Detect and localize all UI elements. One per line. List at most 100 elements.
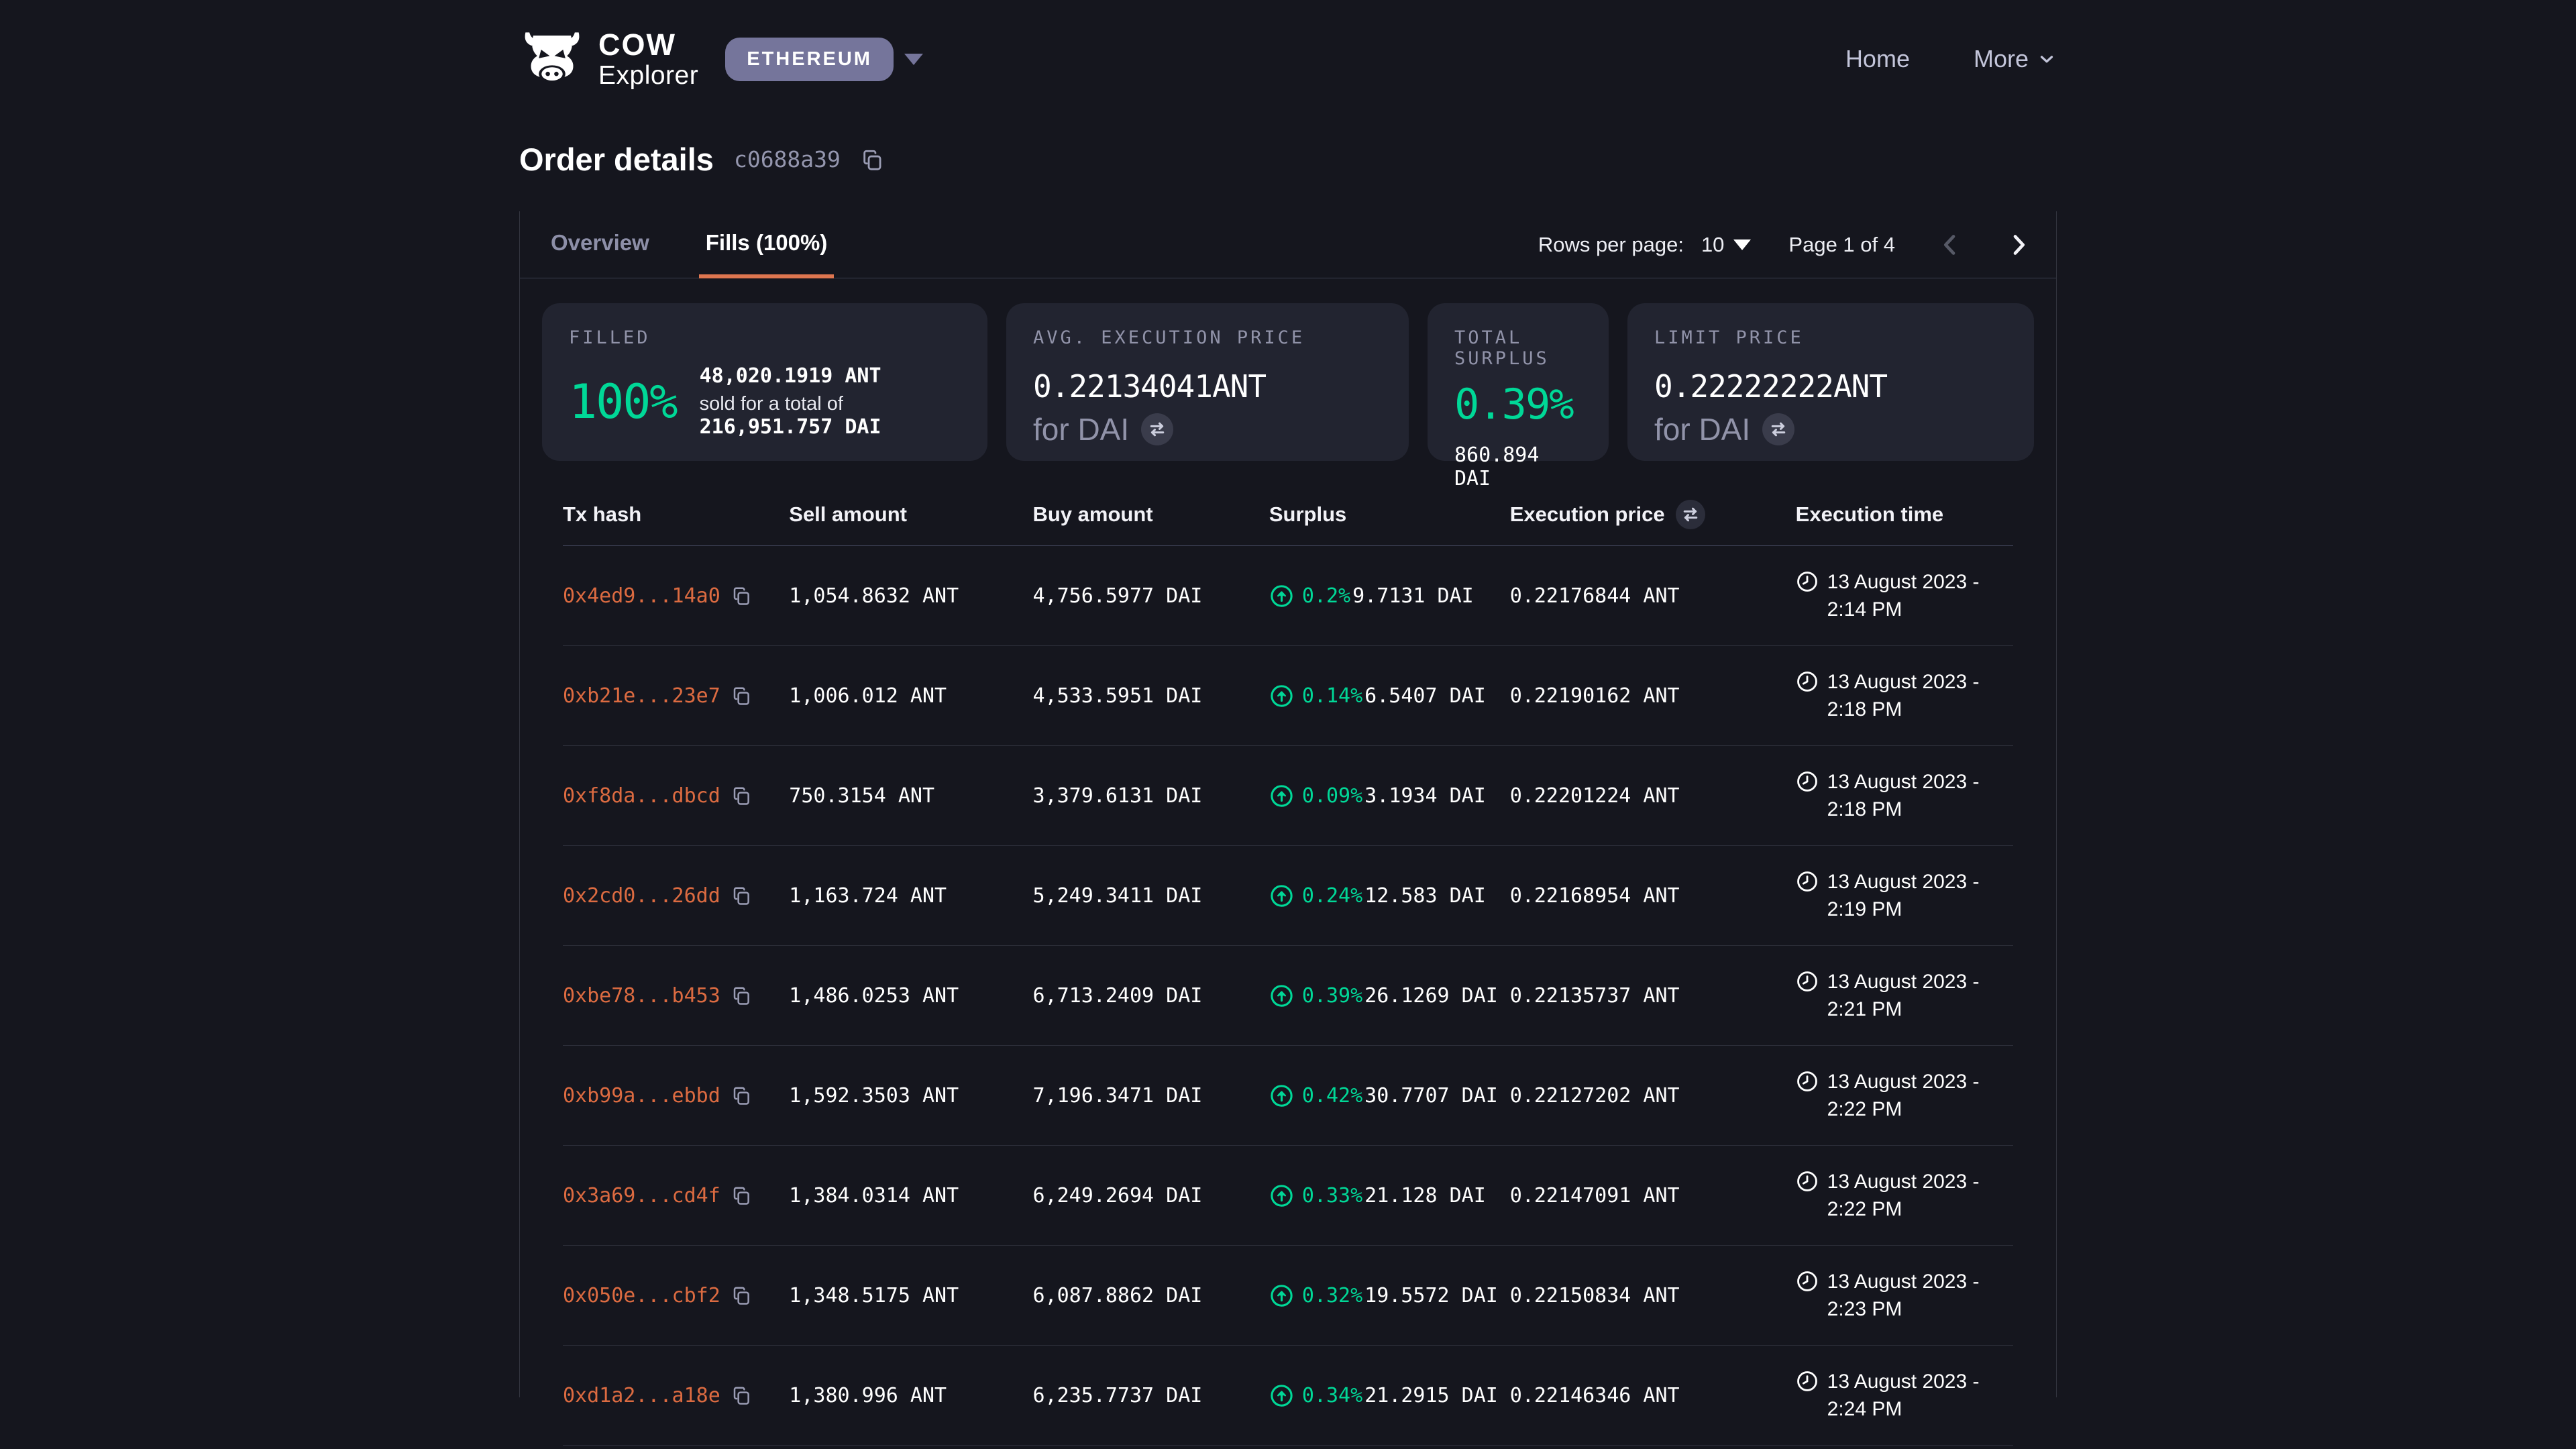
network-badge[interactable]: ETHEREUM [725,38,894,81]
arrow-up-circle-icon [1269,1283,1294,1308]
arrow-up-circle-icon [1269,784,1294,808]
copy-order-id-icon[interactable] [861,148,883,171]
sell-amount-cell: 1,592.3503 ANT [789,1084,1032,1108]
surplus-amount: 6.5407 DAI [1364,684,1486,708]
tx-hash-link[interactable]: 0x3a69...cd4f [563,1184,720,1208]
copy-tx-hash-icon[interactable] [731,1085,751,1106]
chevron-down-icon [2037,49,2057,69]
limit-price-value: 0.22222222ANT [1654,368,2007,405]
execution-time-text: 13 August 2023 - 2:18 PM [1827,668,2013,723]
filled-card: FILLED 100% 48,020.1919 ANT sold for a t… [542,303,987,461]
sell-amount-cell: 1,348.5175 ANT [789,1284,1032,1307]
sell-amount-cell: 1,384.0314 ANT [789,1184,1032,1208]
tx-hash-link[interactable]: 0x050e...cbf2 [563,1284,720,1307]
summary-cards: FILLED 100% 48,020.1919 ANT sold for a t… [520,278,2056,461]
brand-name: COW [598,30,698,60]
avg-price-value: 0.22134041ANT [1033,368,1382,405]
execution-time-cell: 13 August 2023 - 2:18 PM [1796,668,2013,723]
execution-time-text: 13 August 2023 - 2:23 PM [1827,1268,2013,1323]
execution-price-cell: 0.22168954 ANT [1510,884,1796,908]
fill-row: 0xb21e...23e7 1,006.012 ANT 4,533.5951 D… [563,646,2013,746]
surplus-cell: 0.33% 21.128 DAI [1269,1183,1510,1208]
rows-per-page-value: 10 [1701,233,1724,257]
surplus-cell: 0.42% 30.7707 DAI [1269,1083,1510,1108]
tx-hash-cell: 0x3a69...cd4f [563,1184,789,1208]
execution-time-text: 13 August 2023 - 2:22 PM [1827,1168,2013,1223]
nav-more-menu[interactable]: More [1974,45,2057,73]
execution-price-cell: 0.22201224 ANT [1510,784,1796,808]
buy-amount-cell: 5,249.3411 DAI [1032,884,1269,908]
tab-fills[interactable]: Fills (100%) [699,211,835,278]
rows-per-page-select[interactable]: 10 [1701,233,1751,257]
filled-sold-line: sold for a total of 216,951.757 DAI [700,393,961,439]
clock-icon [1796,1270,1819,1293]
tab-overview[interactable]: Overview [544,211,656,278]
invert-price-button[interactable] [1141,413,1173,445]
invert-price-button[interactable] [1676,500,1705,529]
execution-price-cell: 0.22127202 ANT [1510,1084,1796,1108]
avg-price-label: AVG. EXECUTION PRICE [1033,327,1382,348]
copy-tx-hash-icon[interactable] [731,885,751,906]
col-execution-time: Execution time [1796,502,2013,527]
copy-tx-hash-icon[interactable] [731,1285,751,1305]
surplus-amount: 30.7707 DAI [1364,1084,1498,1108]
tx-hash-link[interactable]: 0xbe78...b453 [563,984,720,1008]
cow-explorer-logo[interactable]: COW Explorer [519,30,698,89]
clock-icon [1796,570,1819,593]
execution-time-text: 13 August 2023 - 2:18 PM [1827,768,2013,823]
fill-row: 0x4ed9...14a0 1,054.8632 ANT 4,756.5977 … [563,546,2013,646]
surplus-amount: 21.128 DAI [1364,1184,1486,1208]
network-selector[interactable]: ETHEREUM [725,38,923,81]
surplus-cell: 0.14% 6.5407 DAI [1269,684,1510,708]
clock-icon [1796,970,1819,993]
surplus-percent: 0.42% [1302,1084,1362,1108]
next-page-button[interactable] [2005,231,2032,258]
cow-head-icon [519,30,585,88]
copy-tx-hash-icon[interactable] [731,786,751,806]
surplus-percent: 0.2% [1302,584,1350,608]
clock-icon [1796,670,1819,693]
filled-card-label: FILLED [569,327,961,348]
limit-price-unit: for DAI [1654,411,2007,447]
tx-hash-link[interactable]: 0xb99a...ebbd [563,1084,720,1108]
previous-page-button[interactable] [1937,231,1964,258]
nav-home-link[interactable]: Home [1845,45,1910,73]
buy-amount-cell: 7,196.3471 DAI [1032,1084,1269,1108]
avg-price-unit: for DAI [1033,411,1382,447]
fills-table: Tx hash Sell amount Buy amount Surplus E… [520,461,2056,1446]
filled-percent: 100% [569,374,677,429]
tx-hash-link[interactable]: 0x2cd0...26dd [563,884,720,908]
tx-hash-link[interactable]: 0xd1a2...a18e [563,1384,720,1407]
surplus-amount: 26.1269 DAI [1364,984,1498,1008]
execution-time-cell: 13 August 2023 - 2:18 PM [1796,768,2013,823]
logo-wordmark: COW Explorer [598,30,698,89]
execution-price-cell: 0.22147091 ANT [1510,1184,1796,1208]
filled-card-body: 100% 48,020.1919 ANT sold for a total of… [569,364,961,439]
swap-arrows-icon [1148,420,1167,439]
copy-tx-hash-icon[interactable] [731,1185,751,1205]
fill-row: 0x2cd0...26dd 1,163.724 ANT 5,249.3411 D… [563,846,2013,946]
tx-hash-link[interactable]: 0x4ed9...14a0 [563,584,720,608]
tx-hash-link[interactable]: 0xf8da...dbcd [563,784,720,808]
invert-price-button[interactable] [1762,413,1794,445]
arrow-up-circle-icon [1269,584,1294,608]
fill-row: 0xbe78...b453 1,486.0253 ANT 6,713.2409 … [563,946,2013,1046]
tx-hash-link[interactable]: 0xb21e...23e7 [563,684,720,708]
col-execution-price-label: Execution price [1510,502,1665,527]
sell-amount-cell: 1,486.0253 ANT [789,984,1032,1008]
tx-hash-cell: 0x050e...cbf2 [563,1284,789,1307]
copy-tx-hash-icon[interactable] [731,586,751,606]
arrow-up-circle-icon [1269,684,1294,708]
col-buy-amount: Buy amount [1032,502,1269,527]
copy-tx-hash-icon[interactable] [731,985,751,1006]
execution-time-text: 13 August 2023 - 2:19 PM [1827,868,2013,923]
execution-price-cell: 0.22146346 ANT [1510,1384,1796,1407]
copy-tx-hash-icon[interactable] [731,686,751,706]
sell-amount-cell: 1,163.724 ANT [789,884,1032,908]
tx-hash-cell: 0x2cd0...26dd [563,884,789,908]
tx-hash-cell: 0xf8da...dbcd [563,784,789,808]
sell-amount-cell: 1,006.012 ANT [789,684,1032,708]
caret-down-icon [1733,239,1751,250]
filled-sold-amount: 48,020.1919 ANT [700,364,961,388]
copy-tx-hash-icon[interactable] [731,1385,751,1405]
